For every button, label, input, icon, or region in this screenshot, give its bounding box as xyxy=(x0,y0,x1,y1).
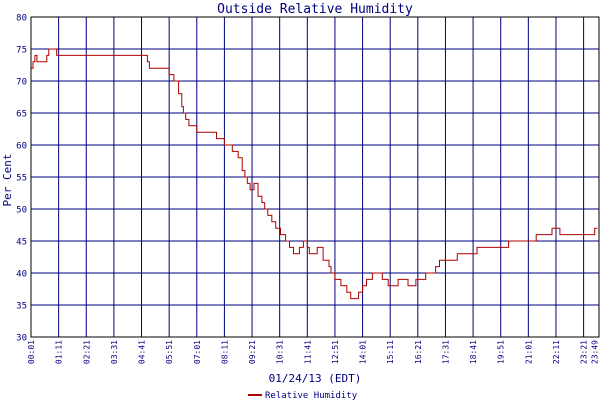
x-tick-label: 14:01 xyxy=(359,340,368,364)
x-tick-label: 08:11 xyxy=(220,340,229,364)
x-tick-label: 17:31 xyxy=(441,340,450,364)
y-tick-label: 80 xyxy=(16,14,27,24)
x-tick-label: 09:21 xyxy=(248,340,257,364)
y-tick-label: 50 xyxy=(16,206,27,216)
legend-label-relative-humidity: Relative Humidity xyxy=(265,391,358,400)
x-tick-label: 11:41 xyxy=(303,340,312,364)
y-tick-label: 40 xyxy=(16,270,27,280)
series-line-relative-humidity xyxy=(31,48,598,300)
x-tick-label: 04:41 xyxy=(138,340,147,364)
series-layer xyxy=(31,48,598,300)
x-tick-label: 01:11 xyxy=(55,340,64,364)
y-tick-label: 45 xyxy=(16,238,27,248)
x-tick-label: 23:21 xyxy=(580,340,589,364)
x-tick-label: 19:51 xyxy=(497,340,506,364)
x-tick-label: 07:01 xyxy=(193,340,202,364)
legend: Relative Humidity xyxy=(248,391,358,400)
x-tick-label: 18:41 xyxy=(469,340,478,364)
y-tick-label: 75 xyxy=(16,46,27,56)
x-tick-label: 12:51 xyxy=(331,340,340,364)
x-tick-label: 21:01 xyxy=(524,340,533,364)
x-tick-label: 15:11 xyxy=(386,340,395,364)
x-tick-label: 00:01 xyxy=(27,340,36,364)
x-tick-label: 23:49 xyxy=(591,340,600,364)
x-axis-label: 01/24/13 (EDT) xyxy=(269,372,362,385)
chart-title: Outside Relative Humidity xyxy=(217,2,413,17)
y-tick-label: 60 xyxy=(16,142,27,152)
y-tick-label: 55 xyxy=(16,174,27,184)
y-tick-label: 30 xyxy=(16,334,27,344)
x-tick-label: 02:21 xyxy=(82,340,91,364)
x-tick-label: 03:31 xyxy=(110,340,119,364)
y-tick-label: 35 xyxy=(16,302,27,312)
y-tick-label: 65 xyxy=(16,110,27,120)
tick-labels: 30 35 40 45 50 55 60 65 70 75 80 00:01 01:11 02:21 03:… xyxy=(16,14,600,365)
x-tick-label: 22:11 xyxy=(552,340,561,364)
x-tick-label: 16:21 xyxy=(414,340,423,364)
plot-frame xyxy=(30,16,600,338)
x-tick-label: 05:51 xyxy=(165,340,174,364)
y-axis-label: Per Cent xyxy=(1,154,14,207)
y-tick-label: 70 xyxy=(16,78,27,88)
x-tick-label: 10:31 xyxy=(276,340,285,364)
